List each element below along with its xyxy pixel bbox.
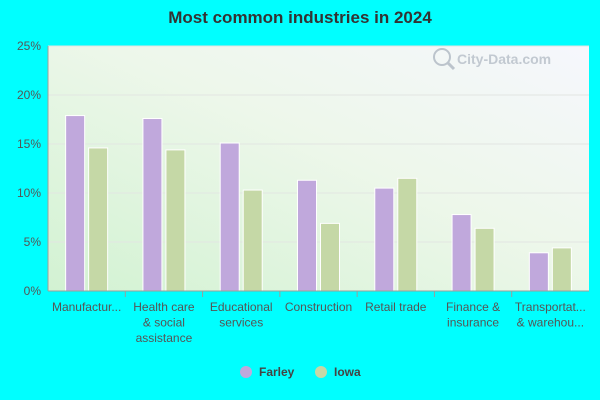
x-tick-label: Educational services — [210, 300, 273, 330]
legend-label-farley: Farley — [259, 365, 295, 379]
x-tick-label: Construction — [285, 300, 352, 314]
bar-iowa-4 — [397, 177, 418, 292]
x-tick-label: Health care & social assistance — [133, 300, 195, 345]
bar-iowa-3 — [320, 222, 340, 292]
bar-farley-3 — [297, 179, 317, 292]
x-tick-label: Manufactur... — [52, 300, 121, 314]
x-tick-label: Retail trade — [365, 300, 427, 314]
bar-farley-1 — [142, 118, 163, 292]
axes: 0% 5% 10% 15% 20% 25% Manufactur... Health care… — [17, 39, 589, 345]
y-tick-label: 25% — [17, 39, 41, 53]
y-tick-label: 5% — [24, 235, 42, 249]
watermark-magnifier-handle — [446, 61, 456, 71]
bar-iowa-1 — [165, 149, 186, 292]
legend-label-iowa: Iowa — [334, 365, 361, 379]
legend-marker-farley — [240, 366, 252, 378]
bars — [65, 115, 572, 292]
gridlines — [48, 45, 589, 243]
bar-farley-4 — [374, 187, 395, 292]
legend: Farley Iowa — [240, 365, 361, 379]
watermark-text: City-Data.com — [457, 51, 551, 67]
y-tick-label: 0% — [24, 284, 42, 298]
chart-title: Most common industries in 2024 — [168, 8, 432, 27]
bar-farley-0 — [65, 115, 86, 292]
bar-iowa-0 — [88, 147, 109, 292]
bar-iowa-5 — [474, 227, 495, 292]
legend-marker-iowa — [315, 366, 327, 378]
y-tick-label: 15% — [17, 137, 41, 151]
bar-farley-2 — [219, 142, 240, 292]
bar-farley-5 — [451, 214, 472, 292]
watermark-magnifier-icon — [433, 48, 451, 66]
plot-area — [48, 46, 589, 291]
x-tick-label: Transportat... & warehou... — [515, 300, 586, 330]
x-tick-label: Finance & insurance — [446, 300, 500, 330]
y-tick-label: 20% — [17, 88, 41, 102]
watermark: City-Data.com — [433, 48, 551, 71]
y-tick-label: 10% — [17, 186, 41, 200]
bar-iowa-2 — [242, 189, 263, 292]
bar-iowa-6 — [551, 247, 572, 292]
bar-farley-6 — [528, 252, 549, 292]
